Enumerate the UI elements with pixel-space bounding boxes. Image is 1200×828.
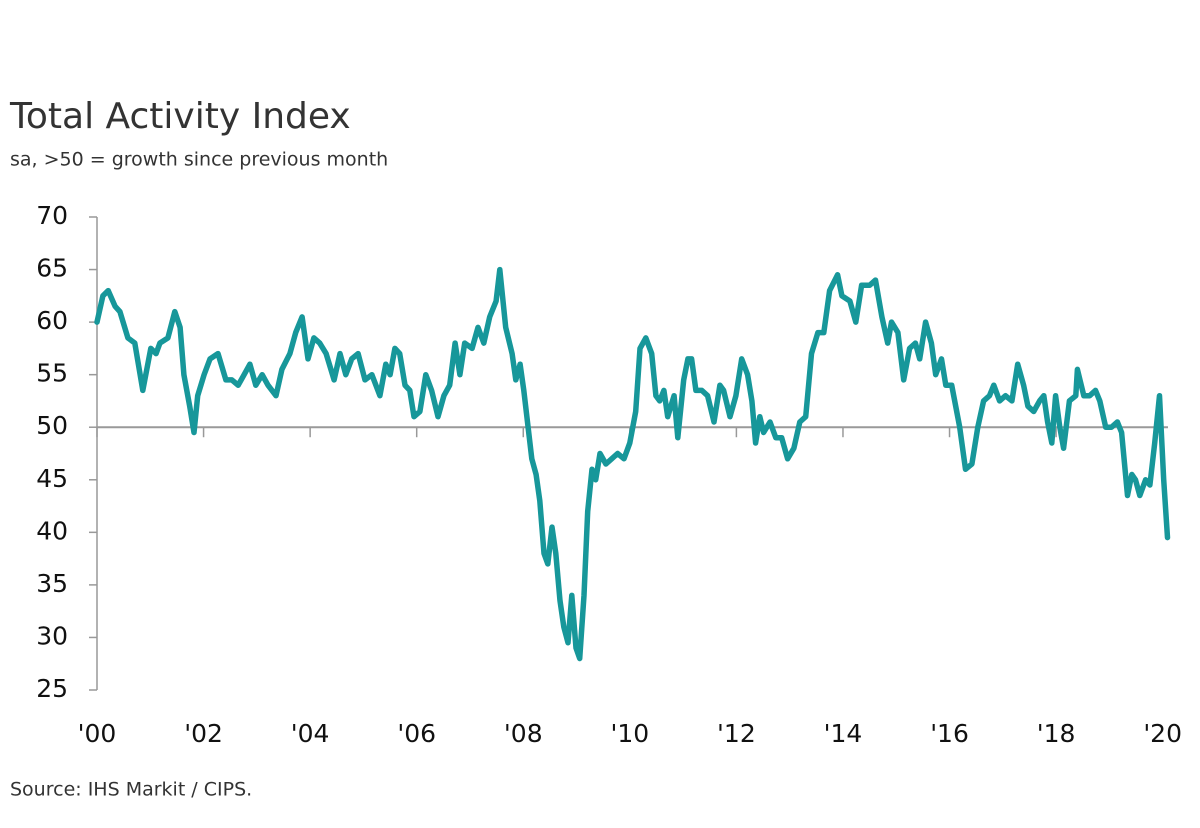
x-tick-label: '18 xyxy=(1037,719,1076,748)
y-tick-label: 35 xyxy=(36,569,68,598)
y-tick-label: 65 xyxy=(36,254,68,283)
chart-subtitle: sa, >50 = growth since previous month xyxy=(10,149,388,171)
x-tick-label: '14 xyxy=(824,719,863,748)
x-tick-label: '08 xyxy=(504,719,543,748)
x-tick-label: '02 xyxy=(184,719,223,748)
x-tick-label: '20 xyxy=(1143,719,1182,748)
x-tick-label: '16 xyxy=(930,719,969,748)
y-tick-label: 40 xyxy=(36,516,68,545)
y-tick-label: 60 xyxy=(36,306,68,335)
source-note: Source: IHS Markit / CIPS. xyxy=(10,779,252,801)
x-tick-label: '10 xyxy=(610,719,649,748)
x-tick-label: '12 xyxy=(717,719,756,748)
y-tick-label: 30 xyxy=(36,621,68,650)
y-tick-label: 45 xyxy=(36,464,68,493)
data-line xyxy=(94,266,1171,662)
x-tick-label: '06 xyxy=(397,719,436,748)
y-tick-label: 70 xyxy=(36,201,68,230)
chart-title: Total Activity Index xyxy=(9,96,351,137)
x-tick-label: '04 xyxy=(291,719,330,748)
y-tick-label: 50 xyxy=(36,411,68,440)
y-tick-label: 25 xyxy=(36,674,68,703)
x-tick-label: '00 xyxy=(78,719,117,748)
y-tick-label: 55 xyxy=(36,359,68,388)
